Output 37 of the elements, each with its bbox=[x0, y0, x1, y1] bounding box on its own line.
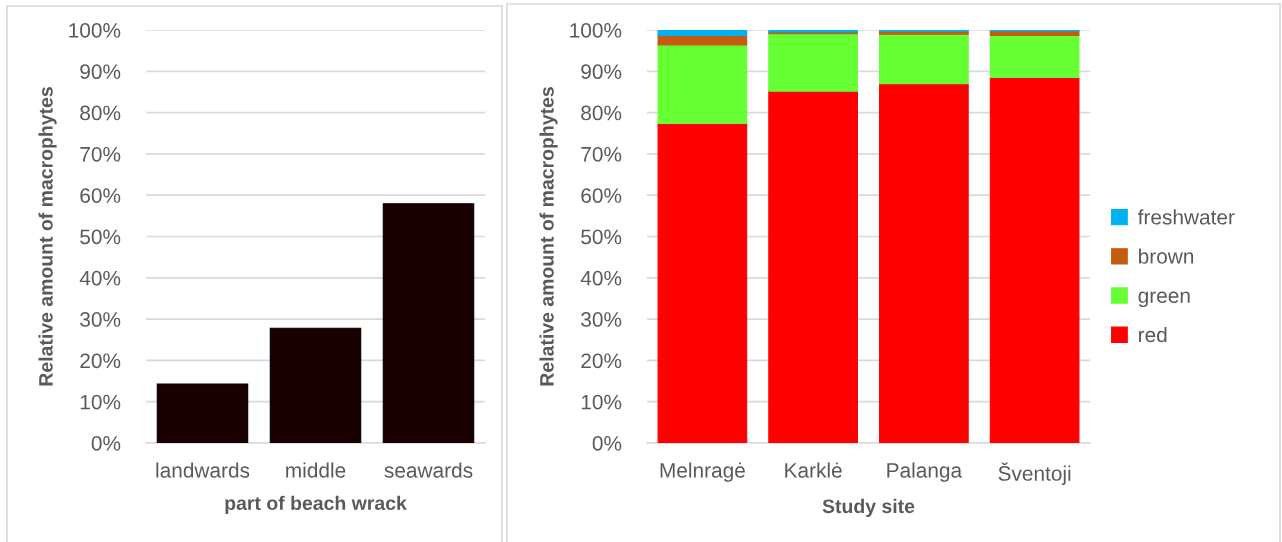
x-tick-label: middle bbox=[286, 462, 346, 478]
y-tick-label: 30% bbox=[80, 312, 121, 327]
x-tick-label: seawards bbox=[384, 462, 473, 478]
y-tick-label: 70% bbox=[80, 146, 121, 162]
y-tick-label: 60% bbox=[80, 188, 121, 203]
legend-label: green bbox=[1138, 291, 1190, 308]
y-axis-title: Relative amount of macrophytes bbox=[539, 87, 558, 386]
y-tick-label: 20% bbox=[80, 353, 121, 369]
y-tick-label: 30% bbox=[581, 312, 622, 327]
legend-label: freshwater bbox=[1137, 209, 1235, 225]
y-tick-label: 70% bbox=[581, 146, 622, 162]
y-tick-label: 40% bbox=[580, 270, 622, 286]
x-tick-label: Karklė bbox=[785, 462, 842, 478]
x-axis-title: part of beach wrack bbox=[225, 495, 407, 514]
legend-label: brown bbox=[1139, 248, 1194, 264]
legend-label: red bbox=[1139, 326, 1167, 343]
y-tick-label: 60% bbox=[581, 188, 622, 203]
y-tick-label: 40% bbox=[79, 270, 121, 286]
y-axis-title: Relative amount of macrophytes bbox=[38, 87, 57, 386]
y-tick-label: 0% bbox=[592, 436, 622, 451]
y-tick-label: 100% bbox=[69, 23, 121, 38]
y-tick-label: 90% bbox=[581, 64, 622, 80]
y-tick-label: 80% bbox=[581, 105, 622, 121]
y-tick-label: 50% bbox=[80, 229, 121, 245]
x-tick-label: landwards bbox=[156, 462, 250, 478]
x-axis-title: Study site bbox=[822, 498, 915, 517]
x-tick-label: Palanga bbox=[887, 462, 963, 482]
y-tick-label: 10% bbox=[80, 394, 121, 410]
y-tick-label: 0% bbox=[91, 436, 121, 451]
y-tick-label: 80% bbox=[80, 105, 121, 121]
y-tick-label: 20% bbox=[581, 353, 622, 369]
x-tick-label: Melnragė bbox=[660, 462, 745, 482]
x-tick-label: Šventoji bbox=[998, 462, 1071, 485]
y-tick-label: 100% bbox=[570, 23, 622, 38]
y-tick-label: 10% bbox=[581, 394, 622, 410]
y-tick-label: 50% bbox=[581, 229, 622, 245]
y-tick-label: 90% bbox=[80, 64, 121, 80]
